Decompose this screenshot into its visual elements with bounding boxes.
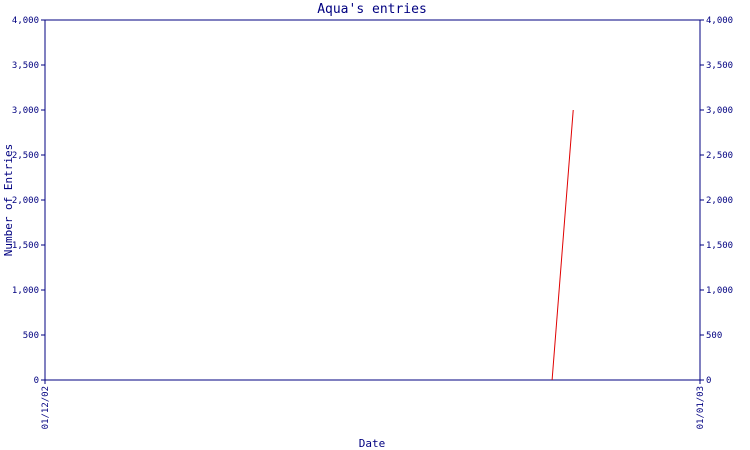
y-tick-label: 0 — [34, 376, 39, 386]
y2-tick-label: 0 — [706, 376, 711, 386]
series-line — [551, 109, 574, 381]
y-tick-label: 4,000 — [12, 16, 39, 26]
chart-title: Aqua's entries — [317, 2, 427, 17]
x-axis-title: Date — [359, 437, 386, 450]
x-tick-label: 01/01/03 — [696, 386, 706, 429]
y-tick-label: 2,000 — [12, 196, 39, 206]
y-tick-label: 1,000 — [12, 286, 39, 296]
y-tick-label: 1,500 — [12, 241, 39, 251]
y2-tick-label: 1,000 — [706, 286, 733, 296]
y2-tick-label: 2,500 — [706, 151, 733, 161]
y2-tick-label: 3,000 — [706, 106, 733, 116]
y-tick-label: 2,500 — [12, 151, 39, 161]
y-axis-title: Number of Entries — [2, 144, 15, 257]
y-tick-label: 3,500 — [12, 61, 39, 71]
y2-tick-label: 3,500 — [706, 61, 733, 71]
y-tick-label: 500 — [23, 331, 39, 341]
y2-tick-label: 2,000 — [706, 196, 733, 206]
y-tick-label: 3,000 — [12, 106, 39, 116]
x-tick-label: 01/12/02 — [41, 386, 51, 429]
plot-frame — [44, 19, 701, 381]
y2-tick-label: 500 — [706, 331, 722, 341]
y2-tick-label: 1,500 — [706, 241, 733, 251]
y2-tick-label: 4,000 — [706, 16, 733, 26]
